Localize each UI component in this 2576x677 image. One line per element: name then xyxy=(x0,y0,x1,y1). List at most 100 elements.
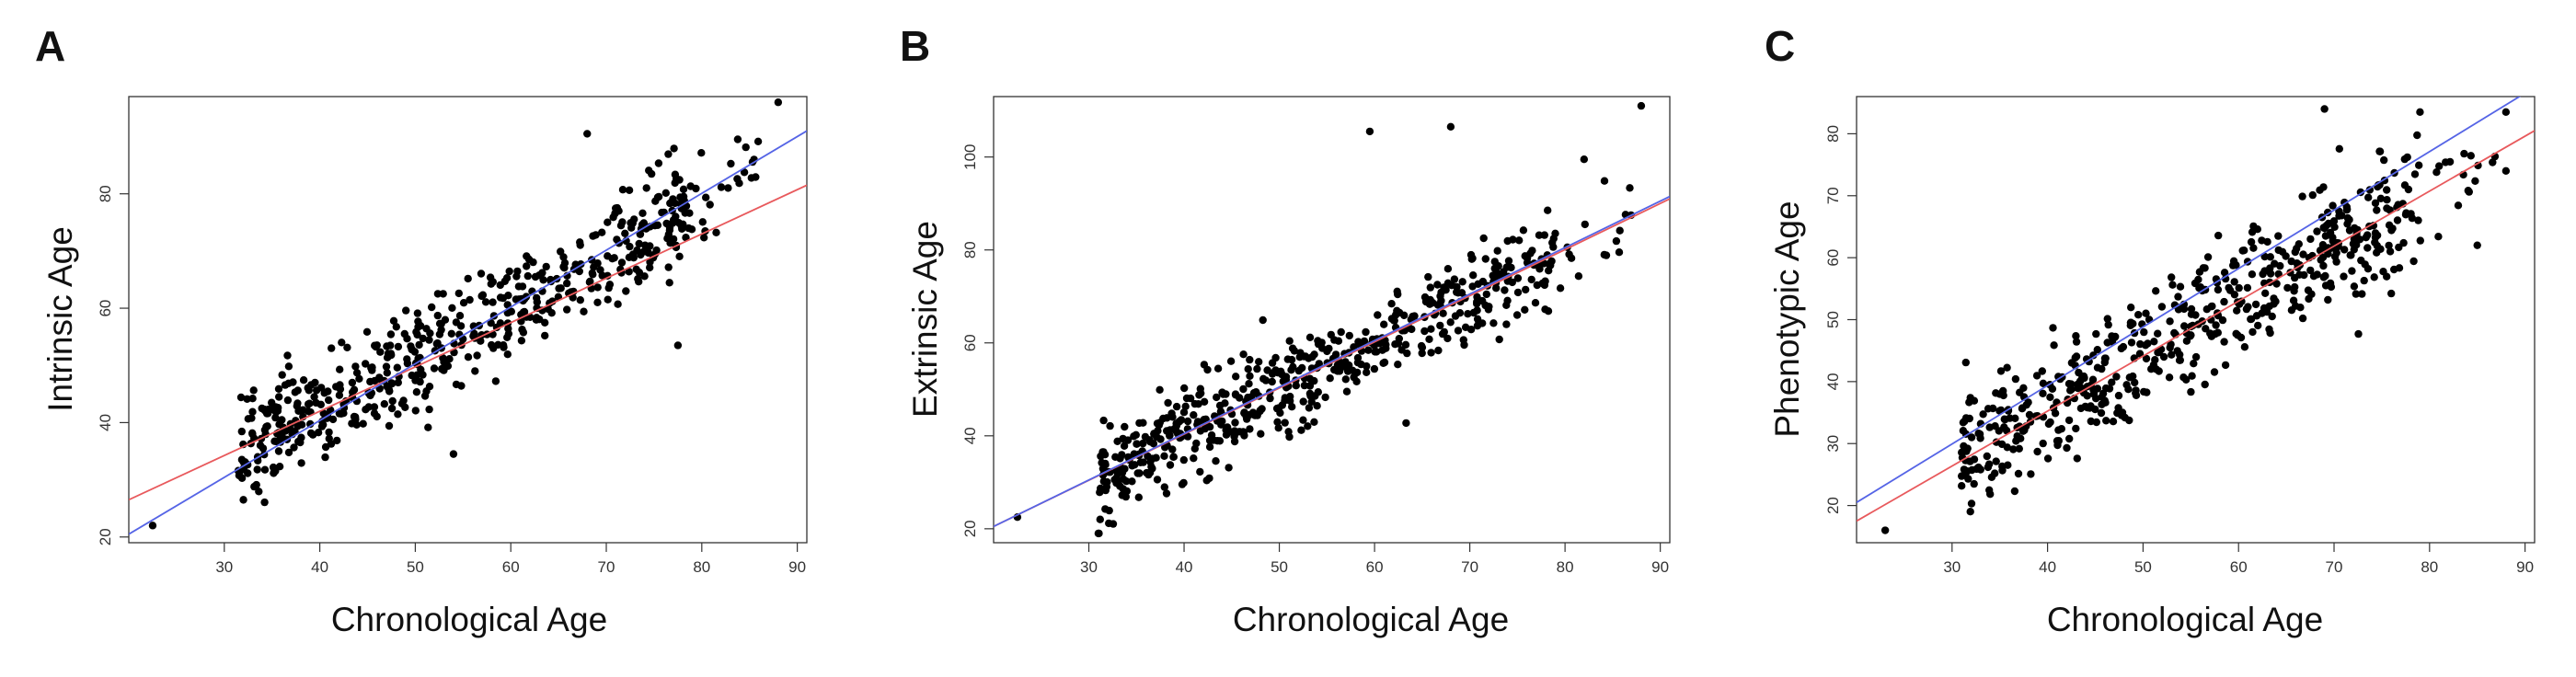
data-point xyxy=(596,266,604,274)
data-point xyxy=(2409,257,2418,266)
data-point xyxy=(2258,236,2266,245)
x-tick-label-c: 50 xyxy=(2134,558,2152,576)
data-point xyxy=(2151,356,2159,364)
data-point xyxy=(2376,194,2386,202)
data-point xyxy=(2352,290,2360,298)
data-point xyxy=(2272,280,2281,288)
data-point xyxy=(1334,337,1343,345)
data-point xyxy=(2101,384,2110,393)
data-point xyxy=(2248,228,2257,236)
data-point xyxy=(1308,352,1317,361)
data-point xyxy=(563,279,571,288)
data-point xyxy=(1394,339,1403,348)
data-point xyxy=(2383,186,2391,194)
data-point xyxy=(1353,353,1363,362)
data-point xyxy=(1442,286,1450,294)
data-point xyxy=(1273,369,1282,377)
data-point xyxy=(1966,457,1974,465)
data-point xyxy=(654,159,663,167)
data-point xyxy=(665,279,673,287)
data-point xyxy=(2244,303,2252,311)
data-point xyxy=(435,319,444,327)
data-point xyxy=(2383,196,2391,204)
data-point xyxy=(616,222,626,230)
data-point xyxy=(1094,529,1103,538)
data-point xyxy=(2191,311,2200,319)
data-point xyxy=(662,219,671,228)
blue-fit-line-c xyxy=(1857,97,2522,503)
x-tick-label-a: 80 xyxy=(693,558,710,576)
data-point xyxy=(312,398,320,407)
data-point xyxy=(717,183,726,191)
data-point xyxy=(1196,384,1205,393)
data-point xyxy=(397,399,407,407)
data-points-b xyxy=(1013,101,1646,538)
data-point xyxy=(2251,300,2260,309)
data-point xyxy=(496,319,505,327)
data-point xyxy=(1271,353,1280,362)
data-point xyxy=(1446,318,1455,327)
data-point xyxy=(671,178,679,188)
data-point xyxy=(507,307,515,316)
data-point xyxy=(2350,282,2359,291)
y-tick-label-b: 80 xyxy=(961,241,979,258)
data-point xyxy=(310,393,318,401)
data-point xyxy=(2102,417,2110,425)
data-point xyxy=(274,384,283,393)
data-point xyxy=(1255,358,1263,366)
data-point xyxy=(336,365,344,373)
data-point xyxy=(255,488,263,496)
data-point xyxy=(1196,467,1204,476)
data-point xyxy=(359,419,367,428)
data-point xyxy=(676,193,684,201)
data-point xyxy=(283,396,293,405)
data-point xyxy=(1263,366,1271,374)
data-point xyxy=(2214,231,2223,240)
data-point xyxy=(2371,199,2380,207)
data-point xyxy=(2350,235,2359,244)
data-point xyxy=(1528,247,1536,255)
data-point xyxy=(2093,346,2101,354)
data-point xyxy=(2454,201,2463,210)
data-point xyxy=(2319,261,2328,270)
plot-frame-a xyxy=(128,96,808,544)
data-point xyxy=(2127,338,2136,347)
data-point xyxy=(663,234,673,242)
data-point xyxy=(1205,436,1214,445)
data-point xyxy=(2460,149,2468,158)
data-point xyxy=(2092,329,2100,338)
data-point xyxy=(278,371,286,379)
data-point xyxy=(439,354,447,362)
data-point xyxy=(275,393,283,401)
data-point xyxy=(1531,299,1540,307)
data-point xyxy=(686,182,695,190)
data-point xyxy=(2390,265,2398,274)
data-point xyxy=(1190,444,1200,453)
data-point xyxy=(2018,427,2028,435)
data-point xyxy=(411,407,420,415)
data-point xyxy=(1253,411,1261,419)
data-point xyxy=(1425,335,1433,343)
data-point xyxy=(1379,359,1387,367)
data-point xyxy=(503,350,512,359)
y-tick-label-a: 20 xyxy=(97,528,114,545)
data-point xyxy=(1153,432,1161,442)
data-point xyxy=(1172,402,1181,411)
data-point xyxy=(541,318,549,327)
data-point xyxy=(1983,452,1991,461)
data-point xyxy=(385,421,394,430)
data-point xyxy=(2003,363,2011,372)
data-point xyxy=(1964,475,1972,483)
data-point xyxy=(1519,226,1528,235)
data-point xyxy=(669,195,677,203)
data-point xyxy=(1246,355,1254,364)
data-point xyxy=(2187,304,2196,314)
data-point xyxy=(2370,273,2378,281)
data-point xyxy=(2387,289,2396,298)
data-point xyxy=(2473,241,2481,249)
data-point xyxy=(2330,223,2339,231)
y-tick-label-b: 20 xyxy=(961,520,979,537)
data-point xyxy=(622,287,630,295)
data-point xyxy=(512,272,521,281)
x-tick-label-c: 80 xyxy=(2421,558,2438,576)
